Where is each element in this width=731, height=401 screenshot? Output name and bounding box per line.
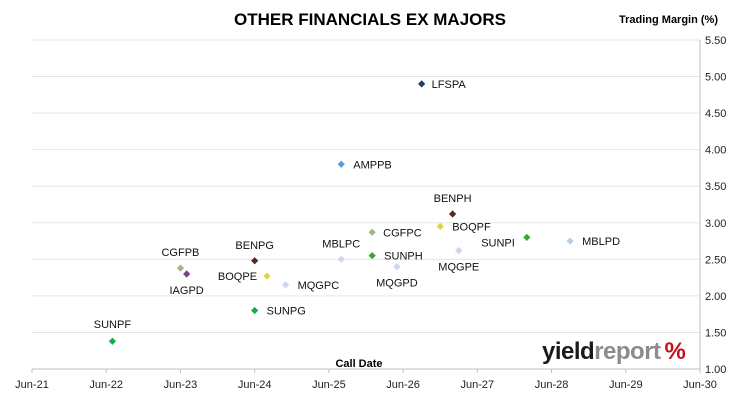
y-tick-label: 5.00	[705, 72, 726, 84]
label-mqgpd: MQGPD	[376, 278, 418, 290]
point-mblpd	[566, 237, 574, 245]
y-tick-label: 2.00	[705, 291, 726, 303]
point-amppb	[337, 160, 345, 168]
x-axis-title: Call Date	[335, 358, 382, 370]
label-amppb: AMPPB	[353, 159, 392, 171]
point-lfspa	[418, 80, 426, 88]
y-tick-label: 3.00	[705, 218, 726, 230]
label-benpg: BENPG	[235, 240, 274, 252]
label-mblpd: MBLPD	[582, 236, 620, 248]
x-tick-label: Jun-27	[461, 379, 495, 391]
point-benpg	[251, 257, 259, 265]
point-mqgpd	[393, 263, 401, 271]
point-iagpd	[183, 270, 191, 278]
label-iagpd: IAGPD	[170, 285, 204, 297]
label-benph: BENPH	[434, 193, 472, 205]
point-sunpi	[523, 233, 531, 242]
point-sunph	[368, 252, 376, 260]
point-benph	[448, 210, 457, 218]
point-mblpc	[337, 255, 345, 263]
y-tick-label: 4.00	[705, 145, 726, 157]
x-tick-label: Jun-24	[238, 379, 272, 391]
label-sunph: SUNPH	[384, 251, 423, 263]
x-tick-label: Jun-23	[164, 379, 198, 391]
point-labels: LFSPA AMPPB BENPH BOQPF CGFPC SUNPI MBLPD MQGPE…	[94, 79, 620, 331]
label-lfspa: LFSPA	[432, 79, 467, 91]
logo-percent-mark: %	[664, 338, 686, 365]
data-points	[108, 80, 574, 345]
axes	[31, 40, 701, 373]
yieldreport-logo: yieldreport%	[542, 338, 686, 366]
point-sunpg	[251, 306, 259, 315]
point-mqgpe	[455, 246, 463, 255]
x-tick-label: Jun-21	[15, 379, 49, 391]
point-sunpf	[108, 337, 117, 345]
label-sunpi: SUNPI	[481, 237, 515, 249]
x-tick-label: Jun-28	[535, 379, 569, 391]
grid-lines	[32, 39, 700, 370]
logo-yield-text: yield	[542, 338, 595, 365]
tick-labels: 1.00 1.50 2.00 2.50 3.00 3.50 4.00 4.50 5.00 5.50…	[15, 35, 726, 391]
label-cgfpb: CGFPB	[161, 247, 199, 259]
y-tick-label: 4.50	[705, 108, 726, 120]
point-cgfpb	[176, 264, 185, 272]
x-tick-label: Jun-22	[89, 379, 123, 391]
label-mblpc: MBLPC	[322, 238, 360, 250]
y-axis-title: Trading Margin (%)	[619, 14, 718, 26]
y-tick-label: 3.50	[705, 181, 726, 193]
y-tick-label: 1.00	[705, 364, 726, 376]
y-tick-label: 1.50	[705, 327, 726, 339]
label-mqgpe: MQGPE	[438, 262, 479, 274]
y-tick-label: 2.50	[705, 254, 726, 266]
point-mqgpc	[281, 281, 290, 289]
label-sunpg: SUNPG	[267, 306, 306, 318]
x-tick-label: Jun-30	[683, 379, 717, 391]
point-boqpf	[436, 222, 444, 231]
label-boqpf: BOQPF	[452, 221, 491, 233]
chart-title: OTHER FINANCIALS EX MAJORS	[234, 10, 506, 29]
x-tick-label: Jun-26	[386, 379, 420, 391]
point-cgfpc	[368, 228, 376, 236]
label-cgfpc: CGFPC	[383, 227, 422, 239]
x-tick-label: Jun-25	[312, 379, 346, 391]
logo-report-text: report	[594, 338, 661, 365]
label-sunpf: SUNPF	[94, 319, 132, 331]
x-tick-label: Jun-29	[609, 379, 643, 391]
y-tick-label: 5.50	[705, 35, 726, 47]
label-mqgpc: MQGPC	[298, 280, 340, 292]
point-boqpe	[263, 272, 271, 280]
label-boqpe: BOQPE	[218, 271, 257, 283]
